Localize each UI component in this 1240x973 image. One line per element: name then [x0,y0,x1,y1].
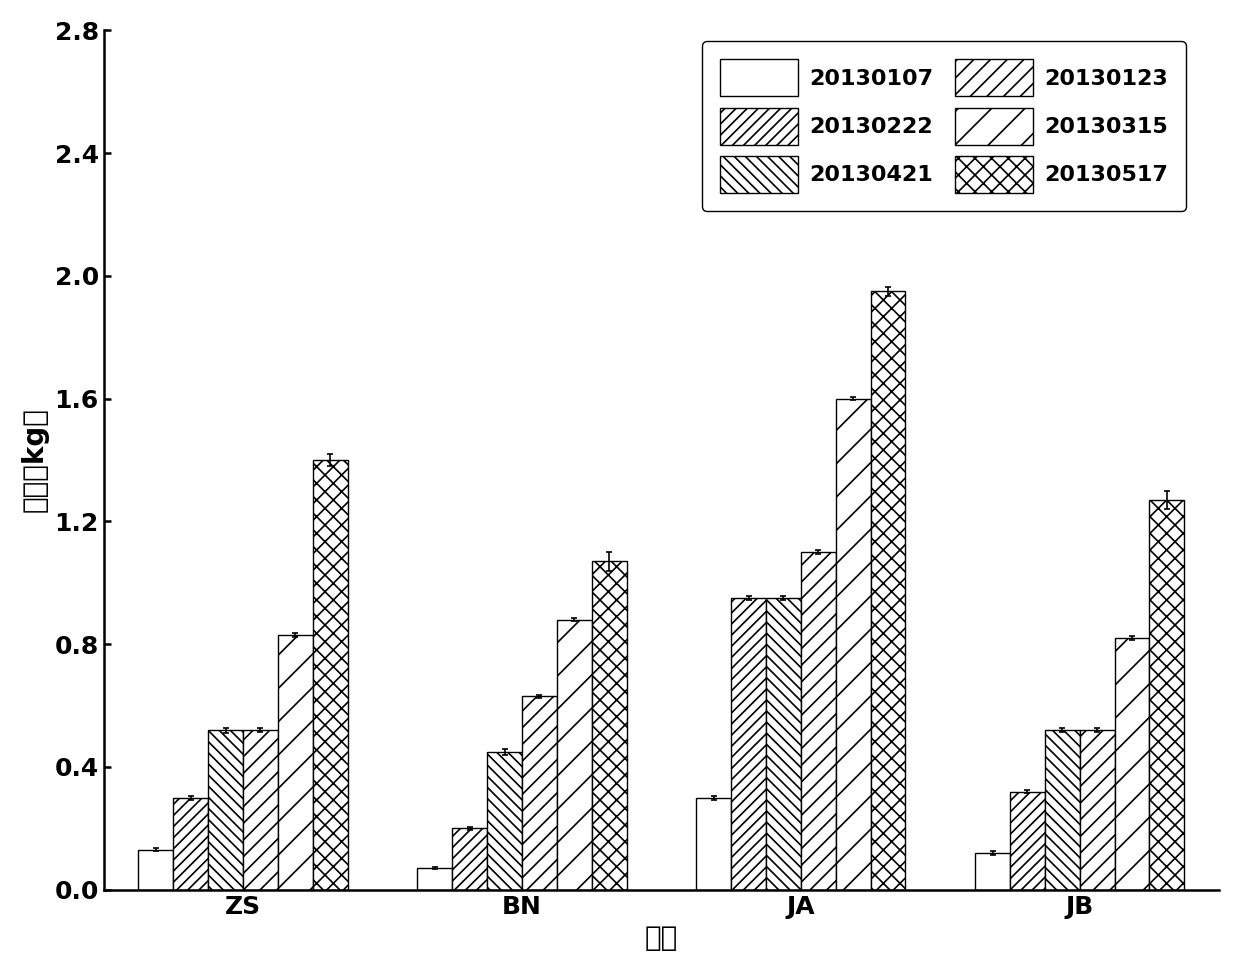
Bar [591,561,626,889]
Bar [278,635,312,889]
Bar [453,828,487,889]
Bar [870,291,905,889]
Bar [1115,638,1149,889]
Bar [522,697,557,889]
Bar [174,798,208,889]
Bar [1149,500,1184,889]
X-axis label: 品系: 品系 [645,924,678,953]
Bar [243,730,278,889]
Bar [418,868,453,889]
Bar [1045,730,1080,889]
Bar [836,399,870,889]
Bar [732,598,766,889]
Bar [696,798,732,889]
Bar [208,730,243,889]
Bar [312,460,347,889]
Bar [975,853,1011,889]
Bar [557,620,591,889]
Bar [487,751,522,889]
Y-axis label: 鲜重（kg）: 鲜重（kg） [21,408,48,513]
Legend: 20130107, 20130222, 20130421, 20130123, 20130315, 20130517: 20130107, 20130222, 20130421, 20130123, … [702,42,1185,211]
Bar [1080,730,1115,889]
Bar [1011,791,1045,889]
Bar [801,552,836,889]
Bar [139,849,174,889]
Bar [766,598,801,889]
